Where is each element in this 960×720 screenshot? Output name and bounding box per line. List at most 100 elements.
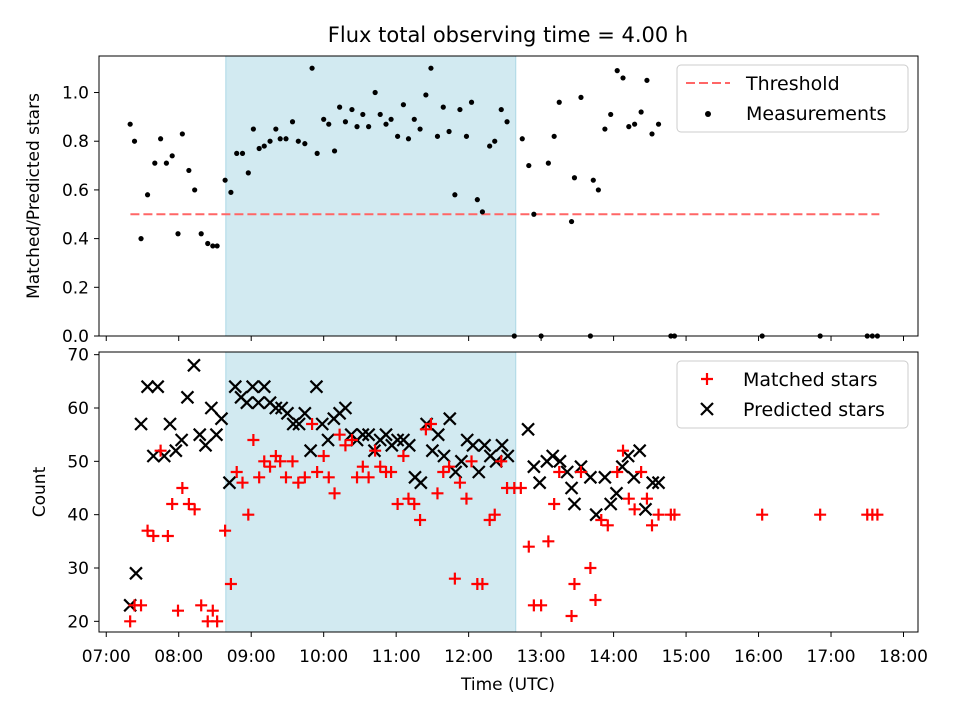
matched-point (646, 519, 659, 532)
top-y-tick-label: 0.0 (62, 327, 89, 347)
matched-point (211, 615, 224, 628)
measurement-point (256, 145, 262, 152)
measurement-point (649, 131, 655, 137)
x-tick-label: 13:00 (517, 647, 566, 667)
matched-point (617, 444, 630, 457)
matched-point (322, 471, 335, 484)
x-tick-label: 09:00 (227, 647, 276, 667)
matched-point (339, 439, 352, 452)
matched-point (182, 498, 195, 510)
predicted-point (564, 481, 579, 495)
matched-point (362, 471, 375, 484)
matched-point (264, 460, 277, 473)
matched-point (595, 514, 608, 526)
measurement-point (163, 160, 170, 166)
measurement-point (551, 133, 557, 139)
predicted-point (222, 475, 237, 490)
x-axis-label: Time (UTC) (460, 675, 555, 695)
matched-point (311, 466, 324, 478)
measurement-point (638, 109, 644, 115)
predicted-point (361, 427, 376, 442)
matched-point (124, 615, 137, 628)
top-y-tick-label: 0.8 (62, 132, 89, 152)
legend-measurements-label: Measurements (746, 103, 886, 125)
measurement-point (309, 65, 315, 71)
bottom-panel-frame (98, 351, 919, 633)
predicted-point (309, 379, 324, 394)
measurement-point (283, 136, 289, 142)
matched-point (448, 572, 461, 585)
matched-point (756, 508, 769, 521)
measurement-point (354, 124, 360, 130)
predicted-point (292, 417, 306, 431)
predicted-points (123, 358, 666, 613)
measurement-point (568, 218, 575, 225)
matched-point (584, 562, 597, 574)
top-y-tick-label: 1.0 (62, 84, 89, 104)
matched-point (565, 610, 578, 622)
predicted-point (140, 379, 155, 394)
bottom-panel: 20 30 40 50 60 70 07:00 08:00 09:00 10:00 11:00 12… (30, 346, 928, 695)
bottom-legend: Matched stars Predicted stars (676, 360, 909, 429)
matched-point (286, 455, 299, 468)
top-y-tick-label: 0.2 (62, 278, 89, 298)
predicted-point (583, 470, 598, 485)
top-y-ticks: 0.0 0.2 0.4 0.6 0.8 1.0 (62, 84, 99, 347)
matched-point (414, 514, 427, 526)
matched-point (460, 492, 473, 505)
x-tick-label: 18:00 (879, 647, 928, 667)
measurement-point (239, 150, 246, 156)
predicted-point (240, 395, 254, 410)
matched-point (147, 530, 160, 542)
measurement-point (479, 209, 486, 215)
matched-point (640, 492, 653, 505)
measurement-point (457, 106, 463, 113)
measurement-point (405, 136, 412, 142)
predicted-point (454, 454, 469, 469)
predicted-point (443, 411, 457, 426)
matched-point (476, 578, 489, 590)
matched-point (258, 455, 271, 468)
predicted-point (390, 433, 405, 447)
matched-points (124, 418, 884, 628)
measurement-point (400, 102, 407, 108)
x-tick-label: 10:00 (299, 647, 348, 667)
measurement-point (474, 197, 480, 203)
measurement-point (314, 150, 320, 156)
matched-point (668, 508, 681, 521)
matched-point (135, 599, 148, 612)
measurement-point (417, 126, 423, 132)
measurement-point (144, 192, 151, 198)
x-tick-label: 11:00 (372, 647, 421, 667)
matched-point (871, 508, 884, 521)
matched-point (488, 508, 501, 521)
measurement-point (388, 116, 394, 122)
measurement-point (590, 177, 596, 183)
measurement-point (127, 121, 133, 127)
top-y-tick-label: 0.6 (62, 181, 89, 201)
predicted-point (466, 438, 480, 453)
x-tick-label: 14:00 (589, 647, 638, 667)
predicted-point (187, 358, 201, 373)
matched-point (274, 455, 287, 468)
measurement-point (326, 121, 332, 127)
measurement-point (277, 136, 283, 142)
measurement-point (360, 111, 366, 118)
predicted-point (472, 465, 486, 479)
measurement-point (655, 121, 662, 127)
measurement-point (331, 148, 338, 154)
measurement-point (531, 211, 537, 217)
measurement-point (349, 106, 355, 113)
bottom-y-ticks: 20 30 40 50 60 70 (67, 346, 99, 632)
matched-point (397, 450, 410, 462)
measurement-point (366, 124, 372, 130)
matched-point (465, 455, 478, 468)
x-tick-label: 12:00 (444, 647, 493, 667)
matched-point (292, 476, 305, 489)
matched-point (535, 599, 548, 612)
matched-point (553, 466, 566, 478)
predicted-point (180, 390, 195, 405)
predicted-point (603, 497, 618, 511)
top-y-axis-label: Matched/Predicted stars (24, 93, 44, 299)
